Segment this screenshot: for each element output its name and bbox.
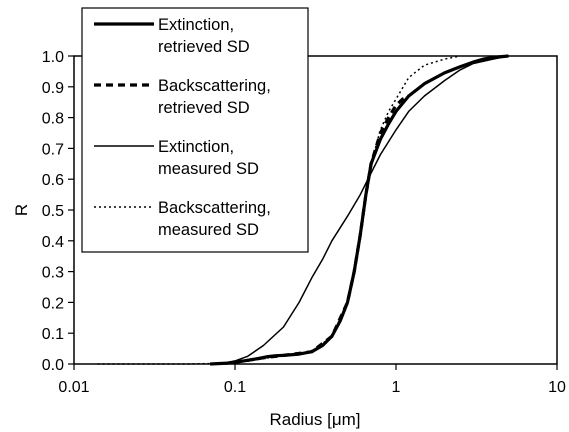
y-tick-label: 1.0 xyxy=(42,49,64,66)
series-layer xyxy=(97,54,509,366)
series-line-3 xyxy=(219,55,509,365)
y-tick-label: 0.2 xyxy=(42,295,64,312)
y-tick-label: 0.6 xyxy=(42,172,64,189)
legend-label-3: Extinction, measured SD xyxy=(158,138,259,178)
legend-label-1: Extinction, retrieved SD xyxy=(158,16,250,56)
x-tick-label: 0.01 xyxy=(58,379,89,396)
y-tick-label: 0.5 xyxy=(42,203,64,220)
y-tick-label: 0.0 xyxy=(42,357,64,374)
legend: Extinction, retrieved SD Backscattering, re… xyxy=(81,7,309,253)
y-tick-label: 0.1 xyxy=(42,326,64,343)
y-tick-label: 0.7 xyxy=(42,141,64,158)
x-tick-label: 1 xyxy=(392,379,401,396)
y-tick-label: 0.8 xyxy=(42,111,64,128)
y-tick-label: 0.3 xyxy=(42,265,64,282)
y-axis-label: R xyxy=(12,204,31,216)
legend-label-2: Backscattering, retrieved SD xyxy=(158,77,271,117)
y-tick-label: 0.9 xyxy=(42,80,64,97)
tick-layer: 0.01 0.1 1 10 0.0 0.1 0.2 0.3 0.4 0.5 0.6 0.7 0.8 0.9… xyxy=(42,49,566,396)
x-axis-label: Radius [μm] xyxy=(269,410,360,429)
legend-label-4: Backscattering, measured SD xyxy=(158,199,271,239)
y-tick-label: 0.4 xyxy=(42,234,64,251)
x-tick-label: 0.1 xyxy=(224,379,246,396)
x-tick-label: 10 xyxy=(548,379,566,396)
legend-box xyxy=(81,7,309,253)
